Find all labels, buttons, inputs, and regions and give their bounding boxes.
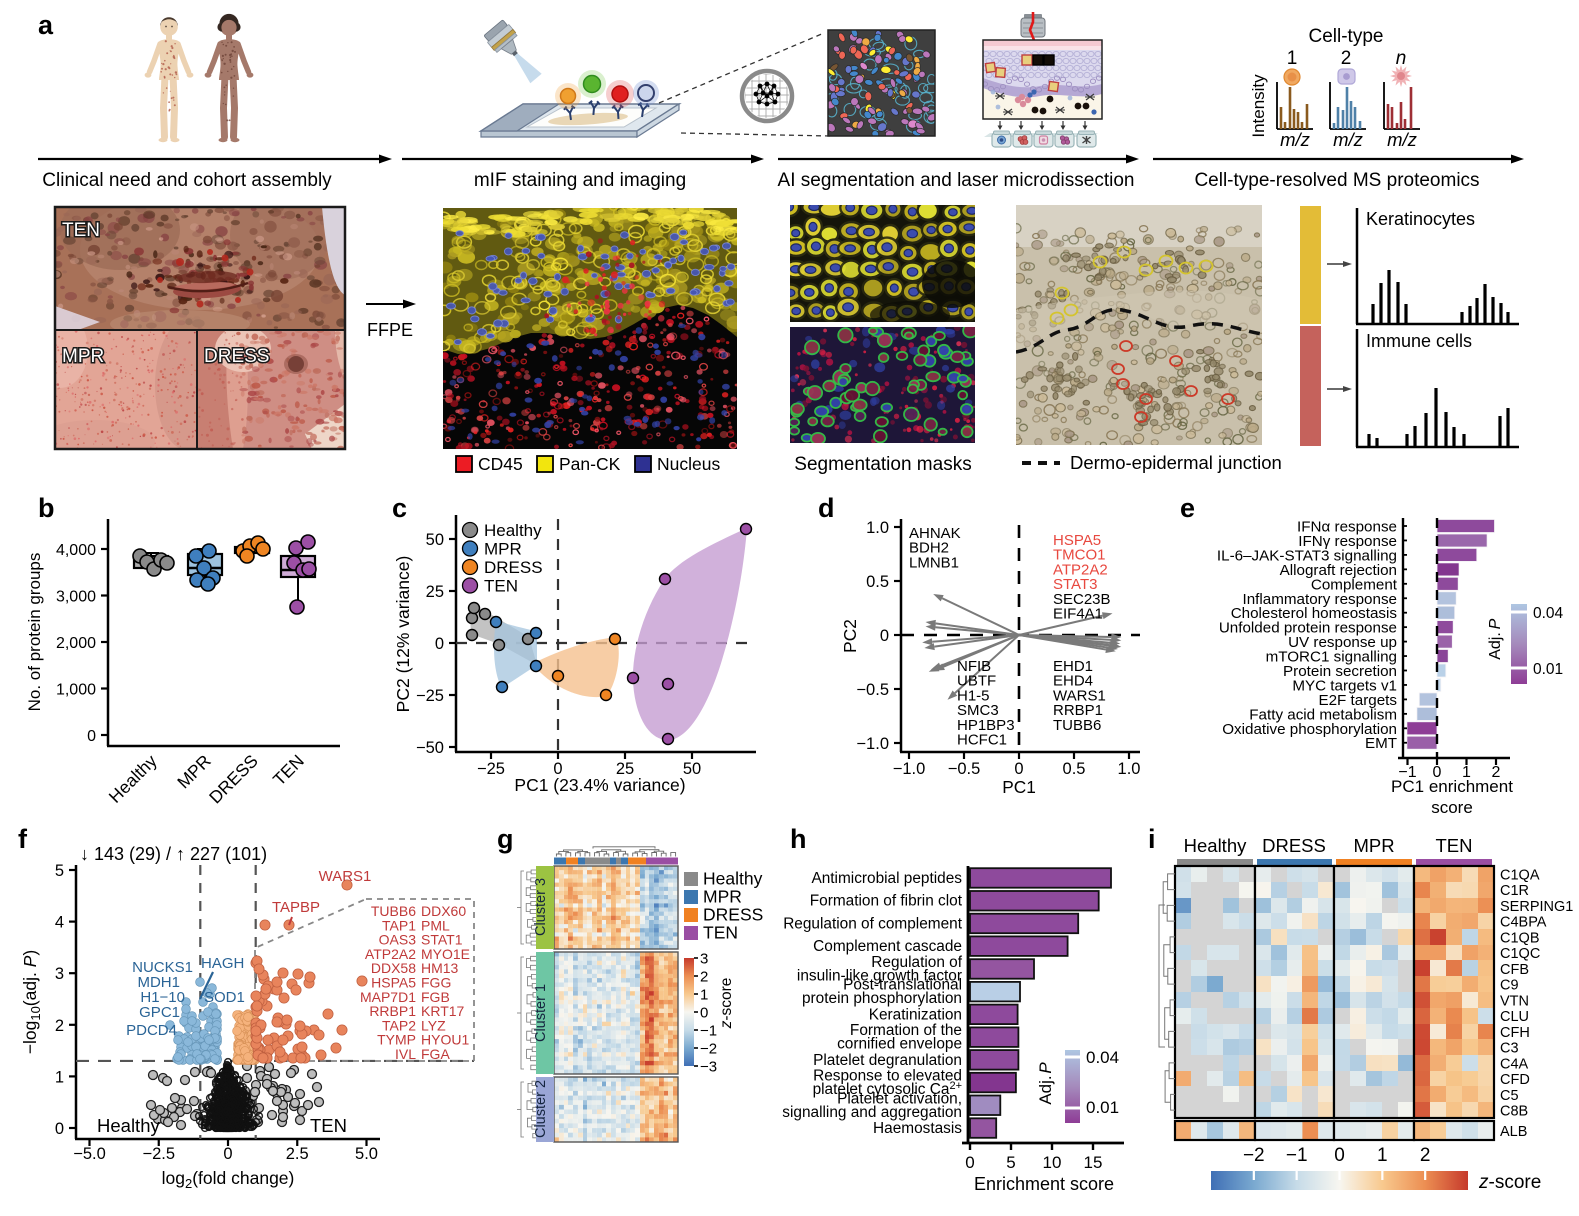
svg-text:MPR: MPR: [484, 540, 522, 559]
svg-text:MPR: MPR: [62, 346, 104, 367]
svg-text:1.0: 1.0: [866, 519, 889, 537]
svg-text:m/z: m/z: [1387, 129, 1417, 150]
svg-text:PC1: PC1: [1002, 777, 1036, 797]
svg-text:Immune cells: Immune cells: [1366, 331, 1472, 351]
svg-text:−5.0: −5.0: [73, 1145, 106, 1163]
svg-text:b: b: [38, 493, 55, 523]
svg-text:DRESS: DRESS: [484, 558, 543, 577]
svg-text:FFPE: FFPE: [367, 320, 413, 340]
svg-text:GPC1: GPC1: [139, 1004, 180, 1021]
svg-text:Pan-CK: Pan-CK: [559, 454, 621, 474]
svg-text:−1.0: −1.0: [893, 760, 926, 778]
svg-text:0.04: 0.04: [1533, 605, 1564, 622]
svg-text:f: f: [18, 824, 28, 854]
svg-text:g: g: [497, 824, 514, 854]
svg-text:P: P: [1487, 618, 1504, 629]
svg-text:Cell-type-resolved MS proteomi: Cell-type-resolved MS proteomics: [1194, 170, 1479, 191]
svg-text:PC1 (23.4% variance): PC1 (23.4% variance): [514, 775, 685, 795]
svg-text:Healthy: Healthy: [97, 1115, 160, 1136]
svg-text:mIF staining and imaging: mIF staining and imaging: [474, 170, 686, 191]
svg-text:TEN: TEN: [62, 220, 100, 241]
svg-text:3: 3: [55, 965, 64, 983]
svg-text:IVL: IVL: [395, 1046, 416, 1062]
svg-text:4: 4: [55, 914, 64, 932]
svg-text:DRESS: DRESS: [204, 346, 269, 367]
svg-text:No. of protein groups: No. of protein groups: [25, 553, 44, 712]
svg-text:score: score: [1431, 798, 1473, 817]
svg-text:Segmentation masks: Segmentation masks: [794, 454, 971, 475]
svg-text:Healthy: Healthy: [484, 521, 542, 540]
svg-text:EIF4A1: EIF4A1: [1053, 606, 1103, 623]
svg-text:−1.0: −1.0: [856, 735, 889, 753]
svg-text:Nucleus: Nucleus: [657, 454, 720, 474]
svg-text:c: c: [392, 493, 407, 523]
svg-text:−0.5: −0.5: [856, 681, 889, 699]
svg-text:Cell-type: Cell-type: [1309, 26, 1384, 47]
svg-text:↓ 143 (29) / ↑ 227 (101): ↓ 143 (29) / ↑ 227 (101): [80, 844, 267, 864]
svg-text:Clinical need and cohort assem: Clinical need and cohort assembly: [42, 170, 332, 191]
svg-text:0: 0: [1014, 760, 1023, 778]
svg-text:Intensity: Intensity: [1249, 74, 1268, 138]
svg-text:LMNB1: LMNB1: [909, 554, 959, 571]
svg-text:m/z: m/z: [1333, 129, 1363, 150]
svg-text:TEN: TEN: [310, 1115, 347, 1136]
svg-text:4,000: 4,000: [56, 542, 96, 559]
svg-text:0.5: 0.5: [1063, 760, 1086, 778]
svg-text:e: e: [1180, 493, 1195, 523]
svg-text:d: d: [818, 493, 835, 523]
svg-text:Keratinocytes: Keratinocytes: [1366, 209, 1475, 229]
svg-text:2: 2: [1341, 48, 1352, 69]
svg-text:Dermo-epidermal junction: Dermo-epidermal junction: [1070, 452, 1282, 473]
svg-text:AI segmentation and laser micr: AI segmentation and laser microdissectio…: [778, 170, 1135, 191]
svg-text:EMT: EMT: [1365, 735, 1397, 752]
svg-text:0: 0: [223, 1145, 232, 1163]
svg-text:50: 50: [426, 531, 444, 549]
svg-text:1: 1: [55, 1068, 64, 1086]
svg-text:HCFC1: HCFC1: [957, 732, 1007, 749]
svg-text:1.0: 1.0: [1118, 760, 1141, 778]
svg-text:−50: −50: [416, 739, 444, 757]
svg-text:0.01: 0.01: [1533, 661, 1563, 678]
svg-text:5.0: 5.0: [355, 1145, 378, 1163]
svg-text:−25: −25: [416, 687, 444, 705]
svg-text:PC2 (12% variance): PC2 (12% variance): [393, 556, 413, 713]
svg-text:0: 0: [435, 635, 444, 653]
svg-text:PDCD4: PDCD4: [126, 1022, 177, 1039]
svg-text:−25: −25: [477, 760, 505, 778]
svg-text:−2.5: −2.5: [143, 1145, 176, 1163]
svg-text:2: 2: [55, 1017, 64, 1035]
svg-text:TEN: TEN: [484, 577, 518, 596]
svg-text:FGA: FGA: [421, 1046, 450, 1062]
svg-text:2.5: 2.5: [286, 1145, 309, 1163]
svg-text:m/z: m/z: [1280, 129, 1310, 150]
svg-text:1: 1: [1287, 48, 1298, 69]
svg-text:SOD1: SOD1: [204, 989, 245, 1006]
svg-text:log2(fold change): log2(fold change): [162, 1168, 295, 1191]
svg-text:0.5: 0.5: [866, 573, 889, 591]
svg-text:3,000: 3,000: [56, 589, 96, 606]
svg-text:5: 5: [55, 862, 64, 880]
svg-text:−log10(adj. P): −log10(adj. P): [20, 950, 43, 1054]
svg-text:2,000: 2,000: [56, 635, 96, 652]
svg-text:TAPBP: TAPBP: [272, 899, 320, 916]
svg-text:Adj.: Adj.: [1487, 632, 1504, 660]
svg-text:0: 0: [87, 728, 96, 745]
svg-text:PC2: PC2: [840, 619, 860, 653]
svg-text:−0.5: −0.5: [948, 760, 981, 778]
svg-text:0: 0: [55, 1120, 64, 1138]
svg-text:CD45: CD45: [478, 454, 523, 474]
svg-text:TUBB6: TUBB6: [1053, 717, 1101, 734]
svg-text:25: 25: [426, 583, 444, 601]
svg-text:PC1 enrichment: PC1 enrichment: [1391, 777, 1513, 796]
svg-text:0: 0: [880, 627, 889, 645]
svg-text:1,000: 1,000: [56, 682, 96, 699]
svg-text:WARS1: WARS1: [319, 868, 372, 885]
svg-text:a: a: [38, 10, 54, 40]
svg-text:HAGH: HAGH: [201, 955, 244, 972]
